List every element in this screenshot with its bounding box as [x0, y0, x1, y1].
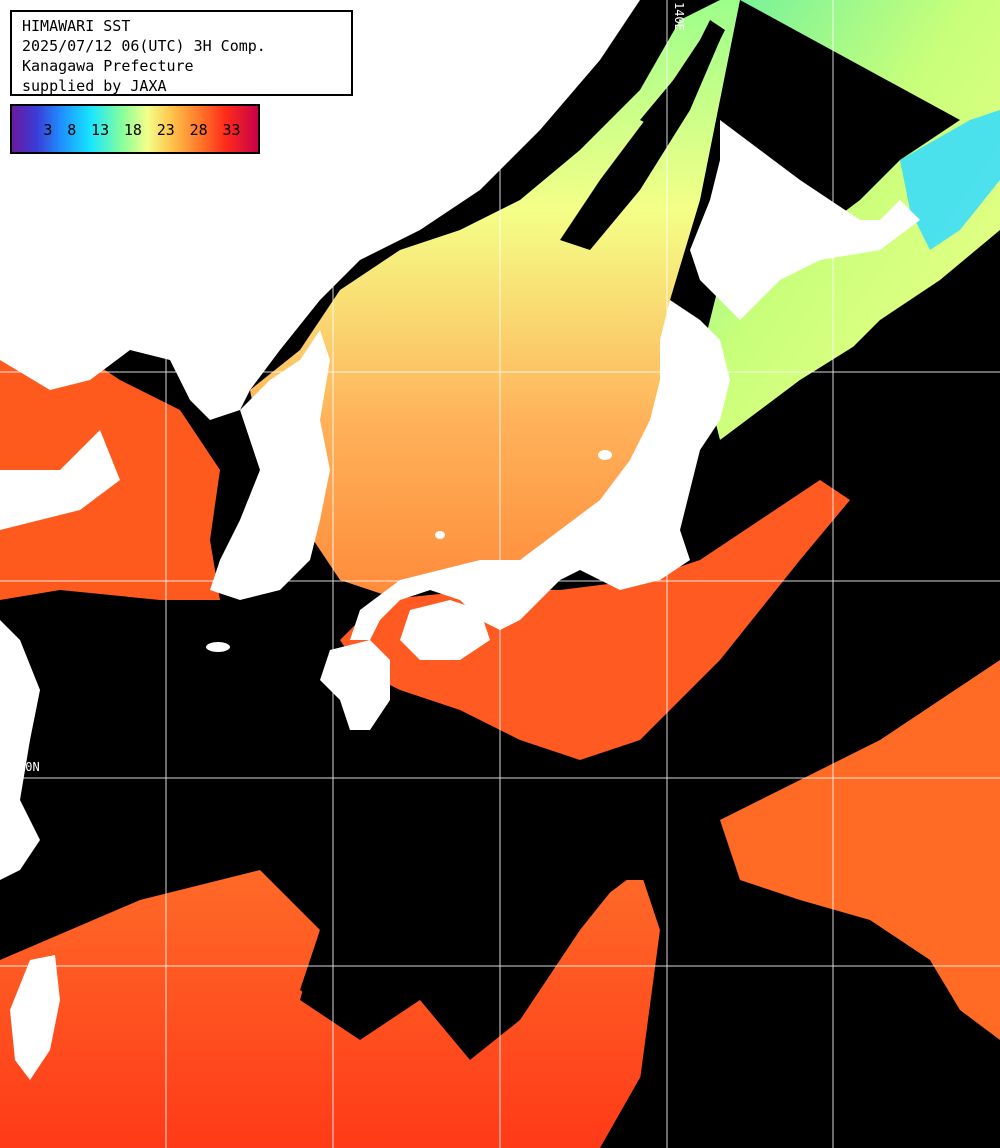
cloud-band-north-2 [640, 20, 725, 130]
land-island-sakhalin [400, 127, 424, 163]
temperature-color-scale: 3 8 13 18 23 28 33 [10, 104, 260, 154]
credit-line: supplied by JAXA [22, 77, 167, 95]
land-island-jeju [206, 642, 230, 652]
land-taiwan [10, 955, 60, 1080]
scale-label: 3 [43, 121, 53, 139]
scale-label: 33 [222, 121, 241, 139]
land-honshu [350, 300, 730, 640]
source-prefecture-line: Kanagawa Prefecture [22, 57, 194, 75]
cloud-central [0, 600, 720, 1040]
land-island-sado [598, 450, 612, 460]
scale-label: 23 [156, 121, 175, 139]
title-line: HIMAWARI SST [22, 17, 131, 35]
scale-label: 18 [123, 121, 142, 139]
land-china-coast [0, 620, 40, 880]
land-bohai [0, 430, 120, 530]
scale-labels: 3 8 13 18 23 28 33 [12, 121, 258, 141]
sea-of-japan [250, 0, 740, 600]
lat-label-30n: 30N [18, 760, 40, 774]
scale-label: 28 [189, 121, 208, 139]
lat-label-40n: 40N [18, 354, 40, 368]
scale-label: 13 [91, 121, 110, 139]
land-shikoku [400, 600, 490, 660]
land-hokkaido [690, 120, 920, 320]
sea-cold-patch [900, 110, 1000, 250]
cloud-east [720, 260, 1000, 800]
land-kyushu [320, 640, 390, 730]
sea-south-west [0, 870, 660, 1148]
cloud-south-east [600, 900, 1000, 1148]
lon-label-140e: 140E [672, 2, 686, 31]
scale-label: 8 [67, 121, 77, 139]
info-box: HIMAWARI SST 2025/07/12 06(UTC) 3H Comp.… [10, 10, 353, 96]
timestamp-line: 2025/07/12 06(UTC) 3H Comp. [22, 37, 266, 55]
sea-south-east [720, 660, 1000, 1040]
land-korea [210, 330, 330, 600]
land-island-oki [435, 531, 445, 539]
sea-south-japan [340, 480, 850, 760]
